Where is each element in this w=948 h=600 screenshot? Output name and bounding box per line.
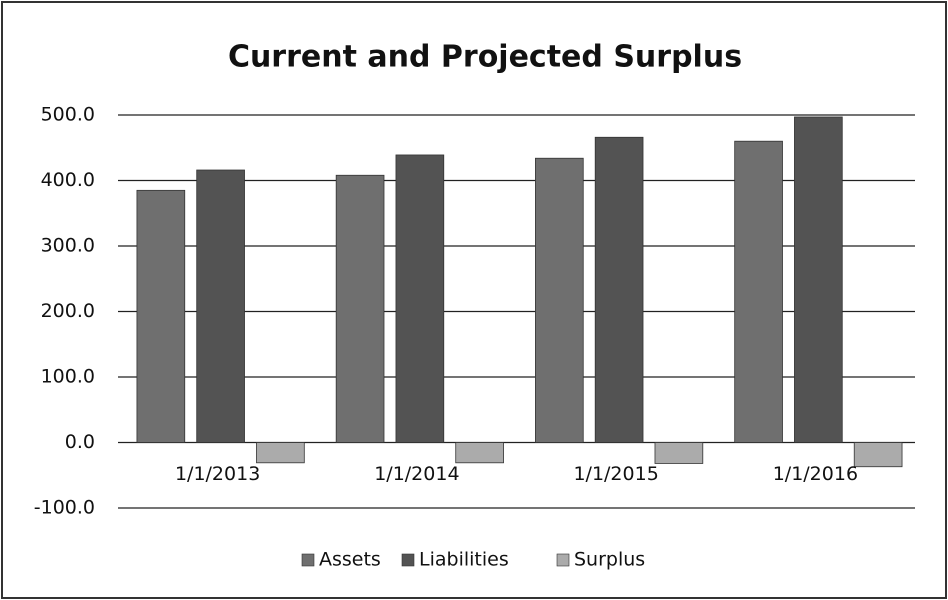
y-tick-label: -100.0 — [34, 497, 95, 519]
bar — [196, 169, 245, 443]
legend-label: Liabilities — [419, 549, 509, 571]
bar — [535, 157, 584, 443]
y-tick-label: 200.0 — [41, 300, 95, 322]
x-tick-label: 1/1/2016 — [773, 463, 858, 485]
legend-swatch — [301, 553, 315, 567]
chart-title: Current and Projected Surplus — [228, 40, 742, 75]
legend-swatch — [401, 553, 415, 567]
bar — [136, 189, 186, 443]
bar — [853, 442, 903, 468]
bar — [654, 442, 704, 464]
y-tick-label: 400.0 — [41, 169, 95, 191]
y-tick-label: 100.0 — [41, 366, 95, 388]
x-tick-label: 1/1/2013 — [175, 463, 260, 485]
bar — [794, 116, 843, 443]
y-tick-label: 500.0 — [41, 104, 95, 126]
x-tick-label: 1/1/2015 — [573, 463, 658, 485]
bar — [395, 154, 445, 443]
bar — [594, 136, 644, 443]
x-tick-label: 1/1/2014 — [374, 463, 459, 485]
legend-label: Surplus — [574, 549, 645, 571]
bar — [734, 140, 783, 443]
legend-label: Assets — [319, 549, 381, 571]
y-tick-label: 0.0 — [65, 431, 95, 453]
bar — [256, 442, 305, 464]
legend-swatch — [556, 553, 570, 567]
bar — [455, 442, 504, 464]
bar — [335, 174, 385, 443]
y-tick-label: 300.0 — [41, 235, 95, 257]
